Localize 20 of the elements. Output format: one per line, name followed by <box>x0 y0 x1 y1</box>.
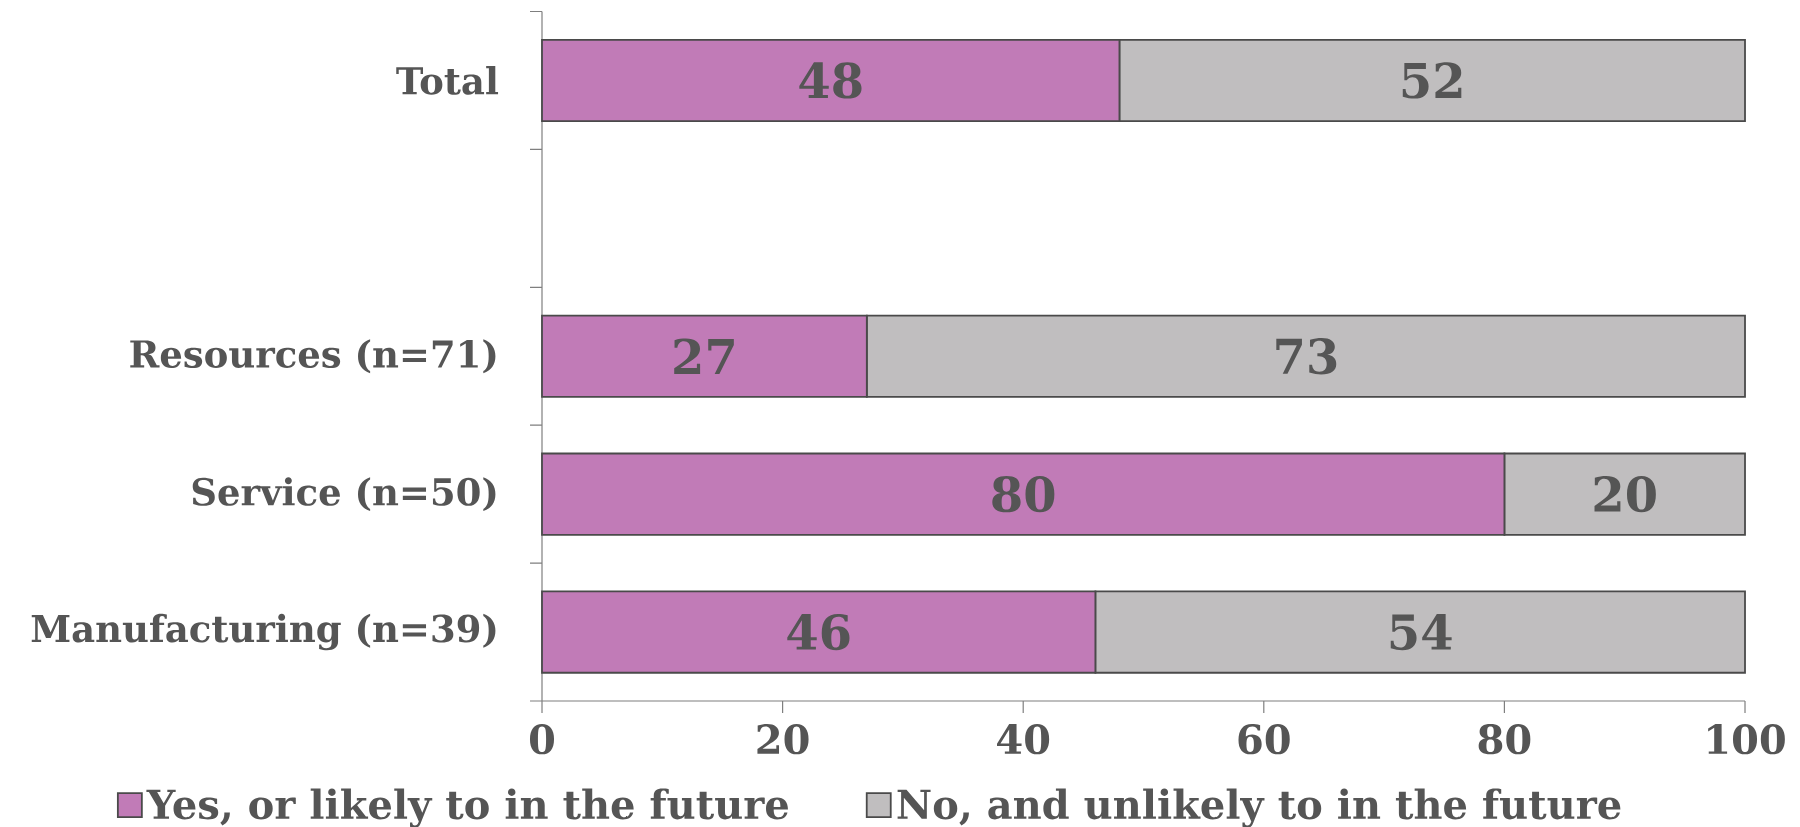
x-tick-label: 60 <box>1238 724 1290 755</box>
y-tick-label: Manufacturing (n=39) <box>31 613 496 651</box>
data-label: 20 <box>1594 475 1656 513</box>
data-label: 48 <box>799 62 862 99</box>
x-tick-label: 80 <box>1478 724 1531 755</box>
x-tick-label: 40 <box>997 724 1050 755</box>
y-tick-label: Total <box>396 66 499 95</box>
x-tick-label: 100 <box>1708 724 1785 755</box>
data-label: 46 <box>787 613 850 651</box>
legend-label: Yes, or likely to in the future <box>146 788 788 827</box>
x-tick-label: 20 <box>757 724 809 755</box>
y-tick-label: Service (n=50) <box>192 477 496 512</box>
data-label: 52 <box>1402 62 1462 99</box>
data-label: 80 <box>992 475 1055 513</box>
x-tick-label: 0 <box>529 724 555 755</box>
data-label: 54 <box>1390 613 1452 651</box>
data-label: 27 <box>674 338 734 375</box>
data-label: 73 <box>1276 338 1337 375</box>
legend-label: No, and unlikely to in the future <box>897 788 1621 827</box>
y-tick-label: Resources (n=71) <box>130 339 496 374</box>
